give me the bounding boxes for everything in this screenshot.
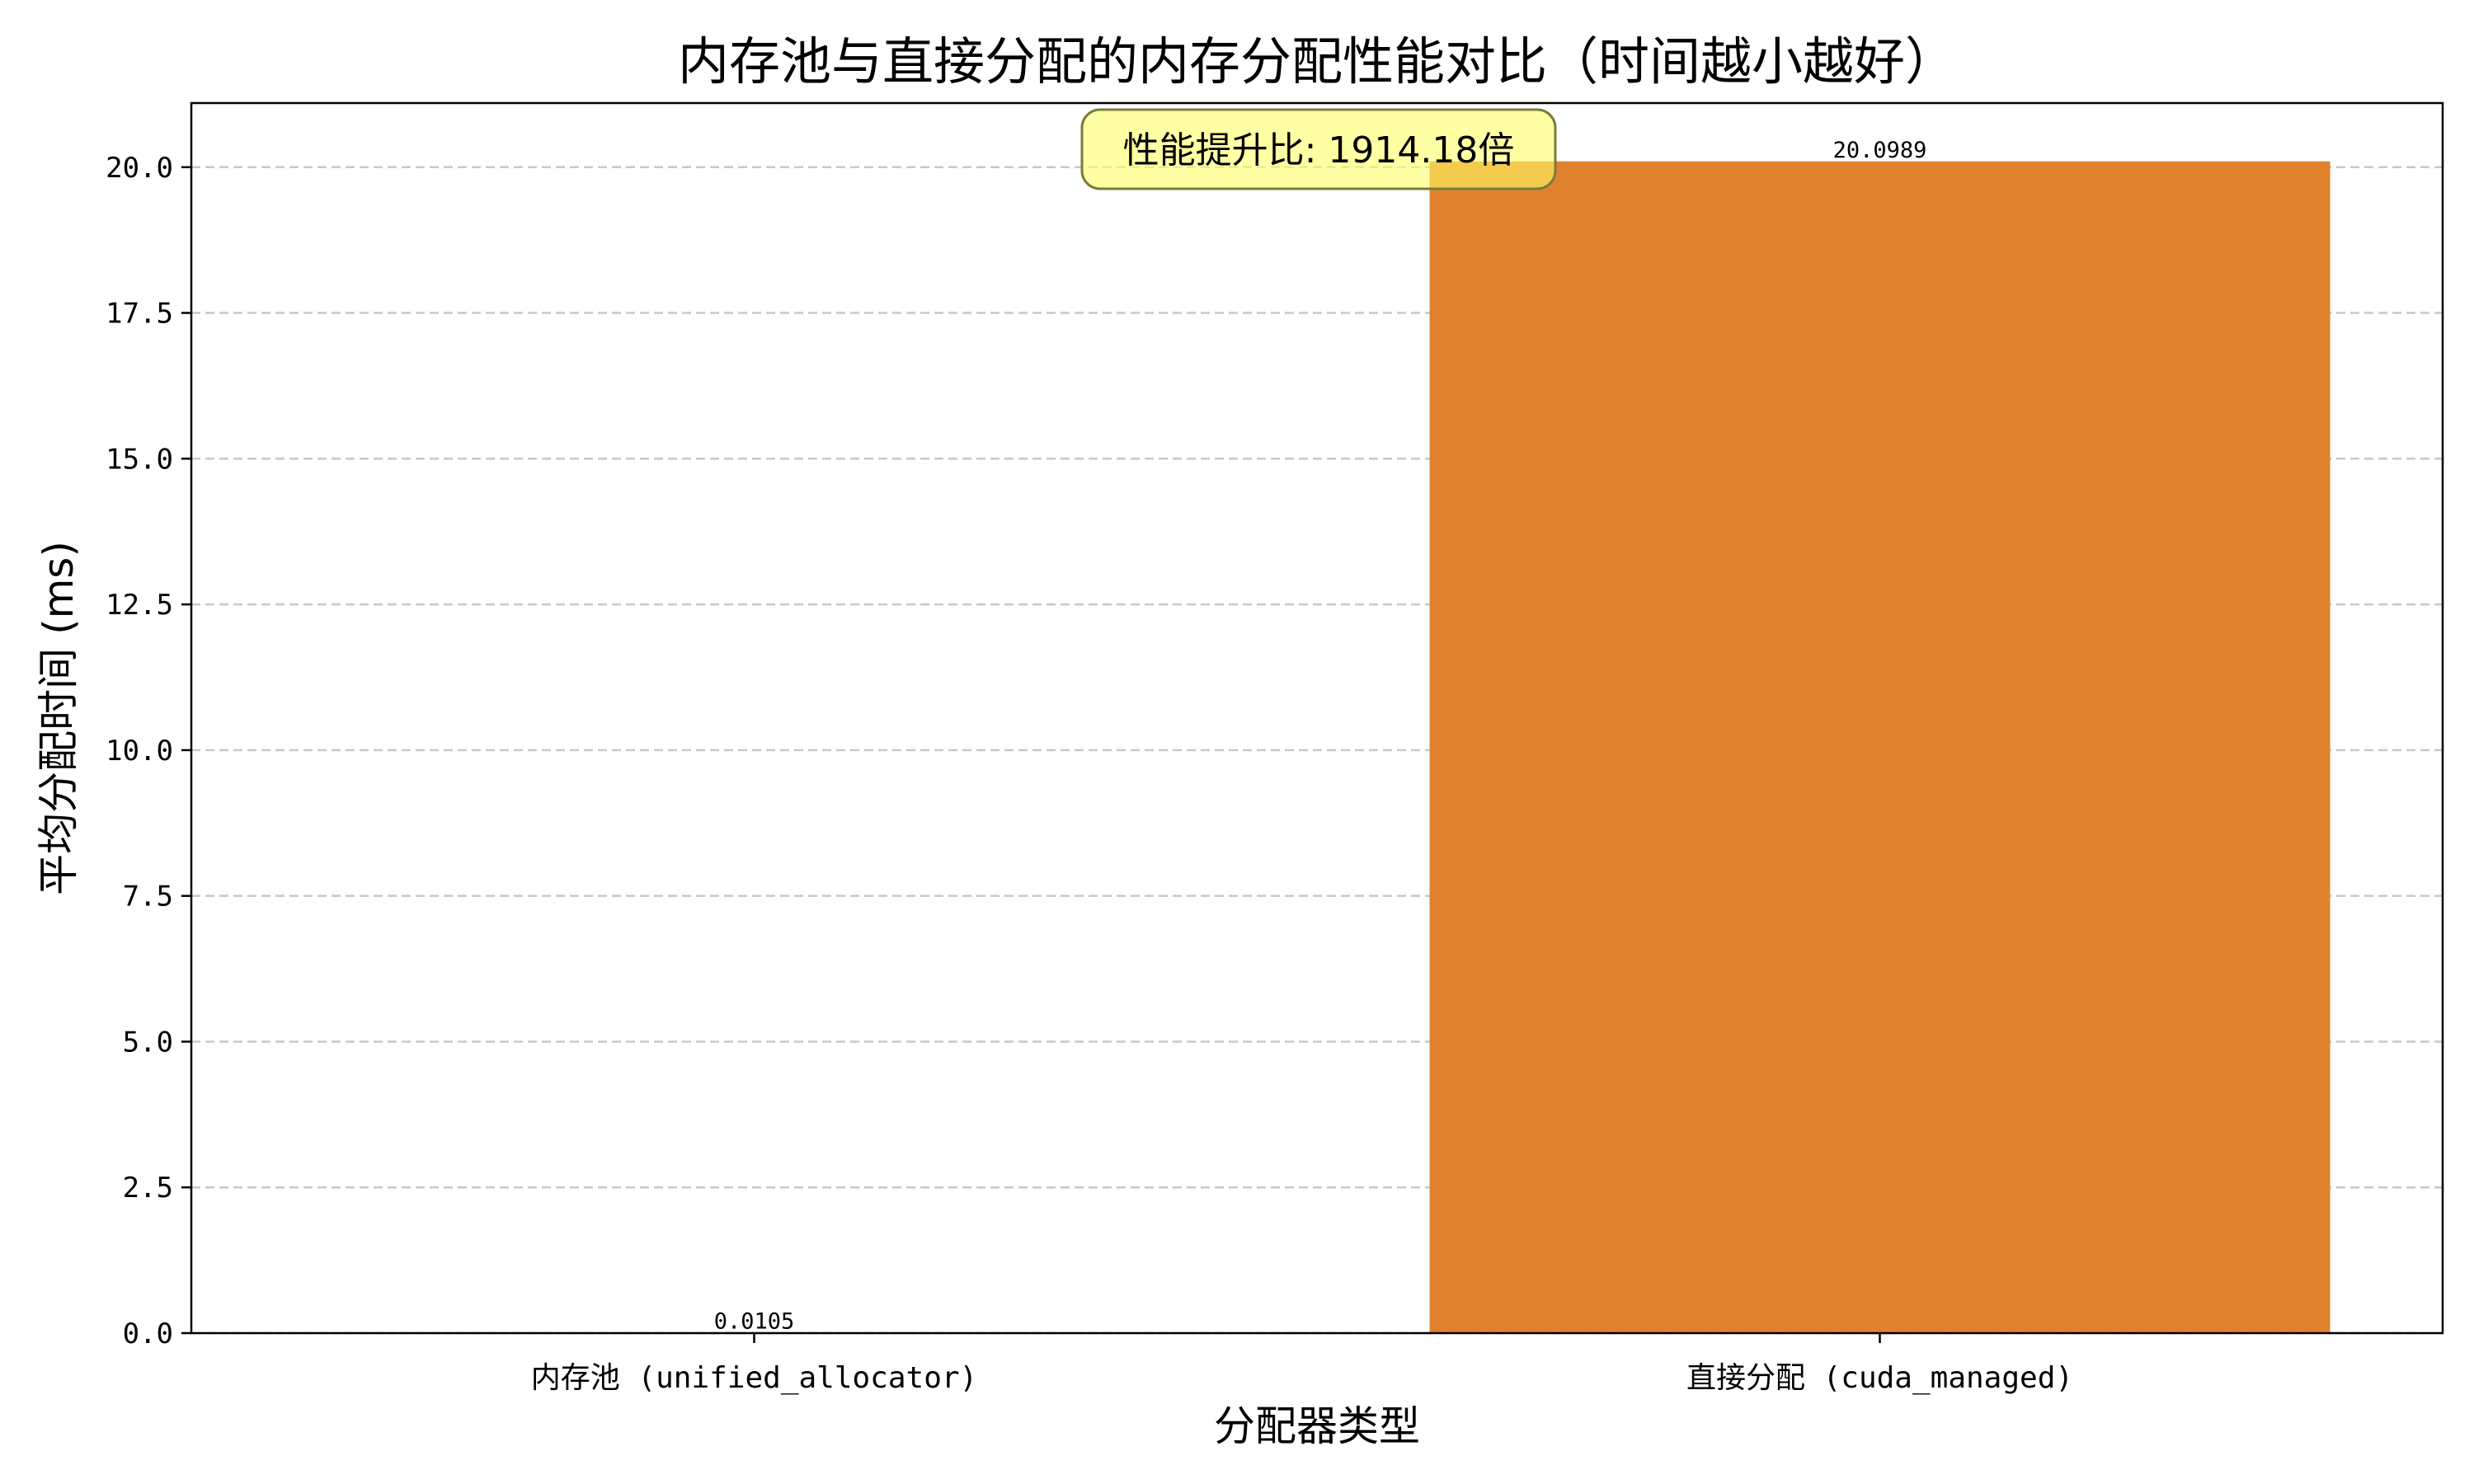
bar — [1429, 161, 2331, 1333]
bar-value-label: 20.0989 — [1833, 138, 1927, 163]
bar-value-label: 0.0105 — [714, 1308, 795, 1334]
annotation-text: 性能提升比: 1914.18倍 — [1123, 129, 1515, 171]
annotation-box — [1080, 108, 1557, 190]
speedup-annotation: 性能提升比: 1914.18倍 — [1080, 108, 1557, 190]
plot-frame — [190, 101, 2444, 1335]
y-tick-label: 2.5 — [123, 1172, 173, 1205]
data-labels: 0.0105 20.0989 — [714, 138, 1927, 1334]
y-tick-label: 10.0 — [106, 735, 173, 768]
y-tick-label: 7.5 — [123, 881, 173, 913]
bars — [303, 161, 2331, 1333]
y-tick-label: 20.0 — [106, 152, 173, 185]
x-axis-ticks: 内存池 (unified_allocator) 直接分配 (cuda_manage… — [531, 1333, 2073, 1395]
y-axis-label: 平均分配时间 (ms) — [35, 541, 82, 895]
y-tick-label: 5.0 — [123, 1026, 173, 1059]
x-axis-label: 分配器类型 — [1214, 1402, 1420, 1450]
y-axis-ticks: 0.0 2.5 5.0 7.5 10.0 12.5 15.0 17.5 20.0 — [106, 152, 191, 1350]
y-tick-label: 15.0 — [106, 443, 173, 476]
x-tick-label: 直接分配 (cuda_managed) — [1686, 1361, 2073, 1395]
y-tick-label: 0.0 — [123, 1317, 173, 1350]
x-tick-label: 内存池 (unified_allocator) — [531, 1361, 977, 1395]
chart-title: 内存池与直接分配的内存分配性能对比（时间越小越好） — [678, 31, 1956, 92]
y-tick-label: 12.5 — [106, 589, 173, 622]
y-tick-label: 17.5 — [106, 298, 173, 331]
